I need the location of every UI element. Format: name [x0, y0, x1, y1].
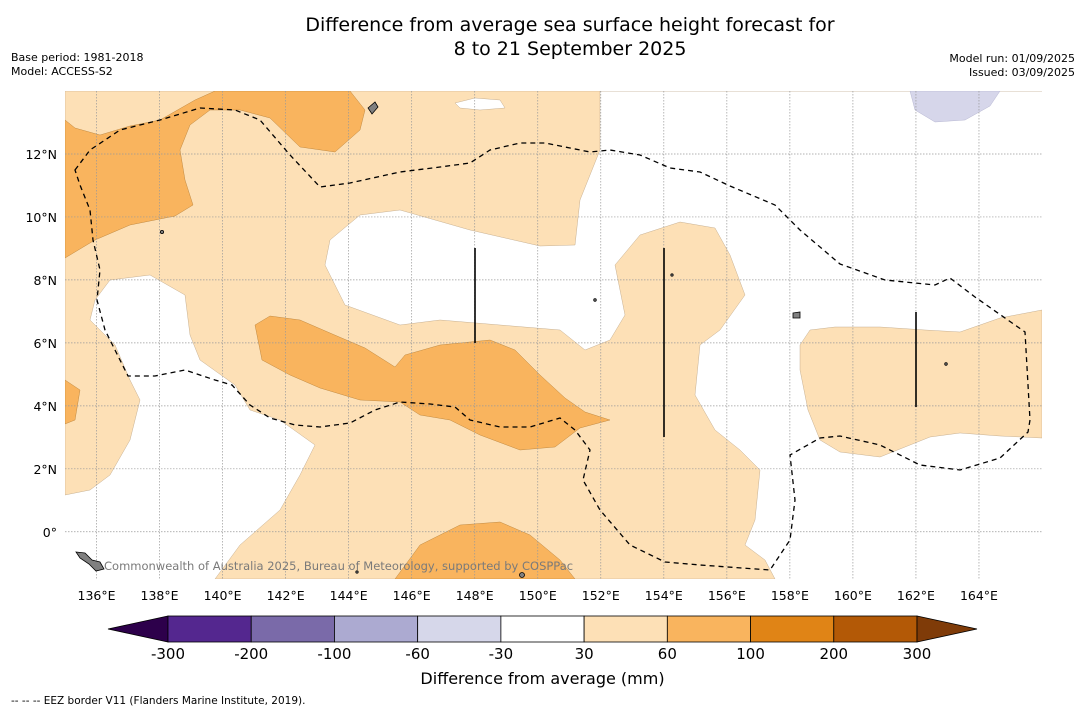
lon-tick-label: 136°E: [78, 588, 116, 603]
anomaly-region-60-100-south: [394, 521, 576, 579]
colorbar-swatch: [666, 615, 751, 643]
copyright-watermark: Commonwealth of Australia 2025, Bureau o…: [104, 559, 573, 573]
colorbar-swatch: [583, 615, 668, 643]
colorbar-swatch: [500, 615, 585, 643]
lat-tick-label: 10°N: [25, 210, 57, 225]
lon-tick-label: 160°E: [834, 588, 872, 603]
colorbar-tick-label: 100: [736, 645, 765, 663]
lat-tick-label: 0°: [43, 525, 57, 540]
lon-tick-label: 140°E: [204, 588, 242, 603]
anomaly-region-30-60-main: [65, 91, 1042, 579]
eez-legend-footer: -- -- -- EEZ border V11 (Flanders Marine…: [11, 695, 306, 707]
lon-tick-label: 142°E: [267, 588, 305, 603]
colorbar-tick-label: -300: [151, 645, 185, 663]
track-markers: [474, 248, 917, 437]
map-title-line2: 8 to 21 September 2025: [453, 38, 687, 60]
anomaly-region-60-100-northwest: [65, 91, 366, 259]
colorbar-label: Difference from average (mm): [420, 669, 665, 688]
eez-border: [74, 107, 1031, 571]
longitude-axis: 136°E 138°E 140°E 142°E 144°E 146°E 148°E 150°E…: [78, 588, 999, 603]
colorbar-swatch: [750, 615, 835, 643]
meta-left: Base period: 1981-2018 Model: ACCESS-S2: [11, 51, 143, 79]
colorbar-swatch: [167, 615, 252, 643]
lat-tick-label: 4°N: [33, 399, 57, 414]
colorbar-tick-label: -30: [489, 645, 514, 663]
issued-date: Issued: 03/09/2025: [968, 66, 1075, 79]
colorbar-swatch: [334, 615, 419, 643]
base-period: Base period: 1981-2018: [11, 51, 144, 64]
lon-tick-label: 138°E: [141, 588, 179, 603]
map-gridlines: [65, 91, 1042, 579]
colorbar-tick-label: 200: [819, 645, 848, 663]
lat-tick-label: 12°N: [25, 147, 57, 162]
lon-tick-label: 150°E: [519, 588, 557, 603]
lon-tick-label: 152°E: [582, 588, 620, 603]
colorbar-tick-label: 300: [903, 645, 932, 663]
islands: [75, 101, 948, 578]
latitude-axis: 12°N 10°N 8°N 6°N 4°N 2°N 0°: [25, 147, 57, 540]
colorbar-tick-label: -200: [234, 645, 268, 663]
model-name: Model: ACCESS-S2: [11, 65, 113, 78]
colorbar-swatch: [833, 615, 918, 643]
colorbar: -300 -200 -100 -60 -30 30 60 100 200 300: [107, 615, 978, 663]
colorbar-extend-high: [916, 615, 978, 643]
anomaly-region-60-100-west: [65, 379, 81, 425]
model-run: Model run: 01/09/2025: [949, 52, 1075, 65]
lon-tick-label: 148°E: [456, 588, 494, 603]
colorbar-tick-label: 60: [658, 645, 677, 663]
colorbar-tick-label: -100: [317, 645, 351, 663]
anomaly-region-neg-30-60: [909, 91, 1001, 123]
lon-tick-label: 162°E: [897, 588, 935, 603]
lon-tick-label: 154°E: [645, 588, 683, 603]
colorbar-tick-label: -60: [405, 645, 430, 663]
colorbar-tick-label: 30: [575, 645, 594, 663]
lon-tick-label: 164°E: [960, 588, 998, 603]
meta-right: Model run: 01/09/2025 Issued: 03/09/2025: [949, 52, 1075, 80]
lat-tick-label: 2°N: [33, 462, 57, 477]
map-title-line1: Difference from average sea surface heig…: [305, 14, 835, 36]
lat-tick-label: 8°N: [33, 273, 57, 288]
lon-tick-label: 144°E: [330, 588, 368, 603]
colorbar-swatch: [417, 615, 502, 643]
lon-tick-label: 158°E: [771, 588, 809, 603]
anomaly-region-30-60-east: [799, 309, 1042, 458]
colorbar-swatch: [250, 615, 335, 643]
lon-tick-label: 146°E: [393, 588, 431, 603]
lon-tick-label: 156°E: [708, 588, 746, 603]
lat-tick-label: 6°N: [33, 336, 57, 351]
colorbar-extend-low: [107, 615, 169, 643]
anomaly-region-60-100-central: [254, 315, 611, 451]
